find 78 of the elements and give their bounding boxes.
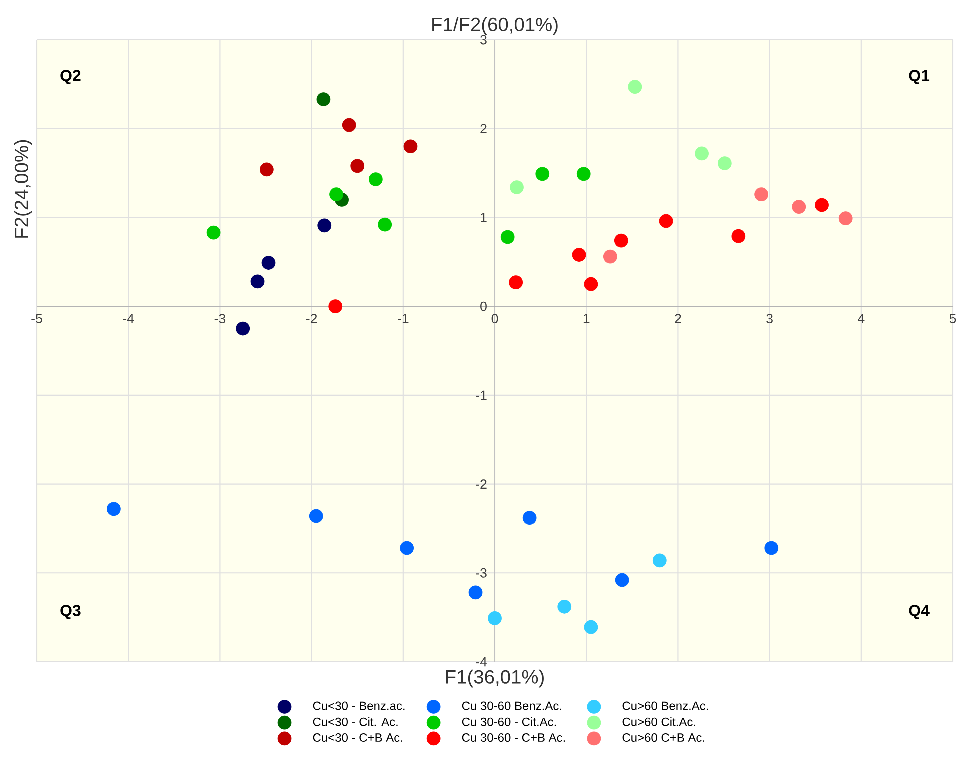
point <box>603 250 618 264</box>
y-tick-label: 2 <box>480 124 487 134</box>
point <box>615 573 630 588</box>
y-tick-label: 3 <box>480 35 487 45</box>
legend-label: Cu>60 Cit.Ac. <box>622 718 696 726</box>
point <box>328 300 343 314</box>
annotation: Q4 <box>909 605 930 620</box>
point <box>509 276 524 290</box>
point <box>400 541 414 556</box>
y-tick-label: 0 <box>480 302 487 312</box>
point <box>536 167 550 182</box>
legend-label: Cu<30 - Benz.ac. <box>313 702 405 710</box>
annotation: Q1 <box>909 70 930 84</box>
point <box>262 256 276 270</box>
point <box>206 226 221 240</box>
x-tick-label: 3 <box>766 314 773 324</box>
point <box>695 146 709 161</box>
point <box>754 188 768 202</box>
x-tick-label: 0 <box>492 314 498 324</box>
point <box>572 248 586 262</box>
x-tick-label: -5 <box>32 314 42 324</box>
point <box>368 172 383 186</box>
x-tick-label: -4 <box>123 314 134 324</box>
x-tick-label: 4 <box>858 314 865 324</box>
legend-label: Cu 30-60 - C+B Ac. <box>462 734 566 742</box>
point <box>318 218 332 233</box>
point <box>260 162 274 177</box>
y-tick-label: 1 <box>481 213 487 222</box>
x-tick-label: 1 <box>584 314 590 324</box>
point <box>250 274 265 289</box>
point <box>330 188 344 202</box>
point <box>500 230 515 244</box>
point <box>614 234 628 248</box>
point <box>522 511 537 525</box>
y-tick-label: -2 <box>476 480 487 489</box>
point <box>576 167 591 182</box>
y-tick-label: -1 <box>476 390 487 400</box>
point <box>838 212 853 226</box>
point <box>652 554 667 568</box>
point <box>732 229 746 244</box>
chart-title: F1/F2(60,01%) <box>432 17 558 36</box>
legend-label: Cu>60 C+B Ac. <box>622 734 704 742</box>
point <box>488 612 502 626</box>
x-tick-label: -3 <box>214 314 226 324</box>
y-tick-label: -4 <box>476 657 488 667</box>
x-tick-label: 2 <box>675 314 682 324</box>
point <box>659 214 674 228</box>
point <box>584 277 598 292</box>
annotation: Q3 <box>60 605 81 620</box>
x-tick-label: -1 <box>398 314 409 324</box>
x-tick-label: 5 <box>950 314 956 324</box>
point <box>792 200 806 214</box>
point <box>342 118 356 132</box>
point <box>316 92 331 106</box>
point <box>236 322 250 336</box>
point <box>558 600 572 614</box>
annotation: Q2 <box>60 70 81 84</box>
point <box>468 586 483 600</box>
point <box>350 159 365 174</box>
point <box>309 509 324 524</box>
point <box>815 198 829 212</box>
legend-label: Cu<30 - C+B Ac. <box>313 734 402 742</box>
legend-label: Cu>60 Benz.Ac. <box>622 702 708 710</box>
legend-label: Cu 30-60 Benz.Ac. <box>462 702 562 710</box>
point <box>628 80 642 94</box>
point <box>510 180 524 194</box>
y-tick-label: -3 <box>476 568 487 578</box>
point <box>764 541 779 556</box>
legend-label: Cu 30-60 - Cit.Ac. <box>462 718 556 726</box>
x-axis-title: F1(36,01%) <box>446 670 544 688</box>
point <box>404 140 418 154</box>
point <box>718 156 732 170</box>
legend-label: Cu<30 - Cit. Ac. <box>313 718 398 726</box>
point <box>378 218 392 232</box>
y-axis-title: F2(24,00%) <box>14 140 32 238</box>
point <box>584 620 598 634</box>
x-tick-label: -2 <box>306 314 318 324</box>
point <box>107 502 121 516</box>
